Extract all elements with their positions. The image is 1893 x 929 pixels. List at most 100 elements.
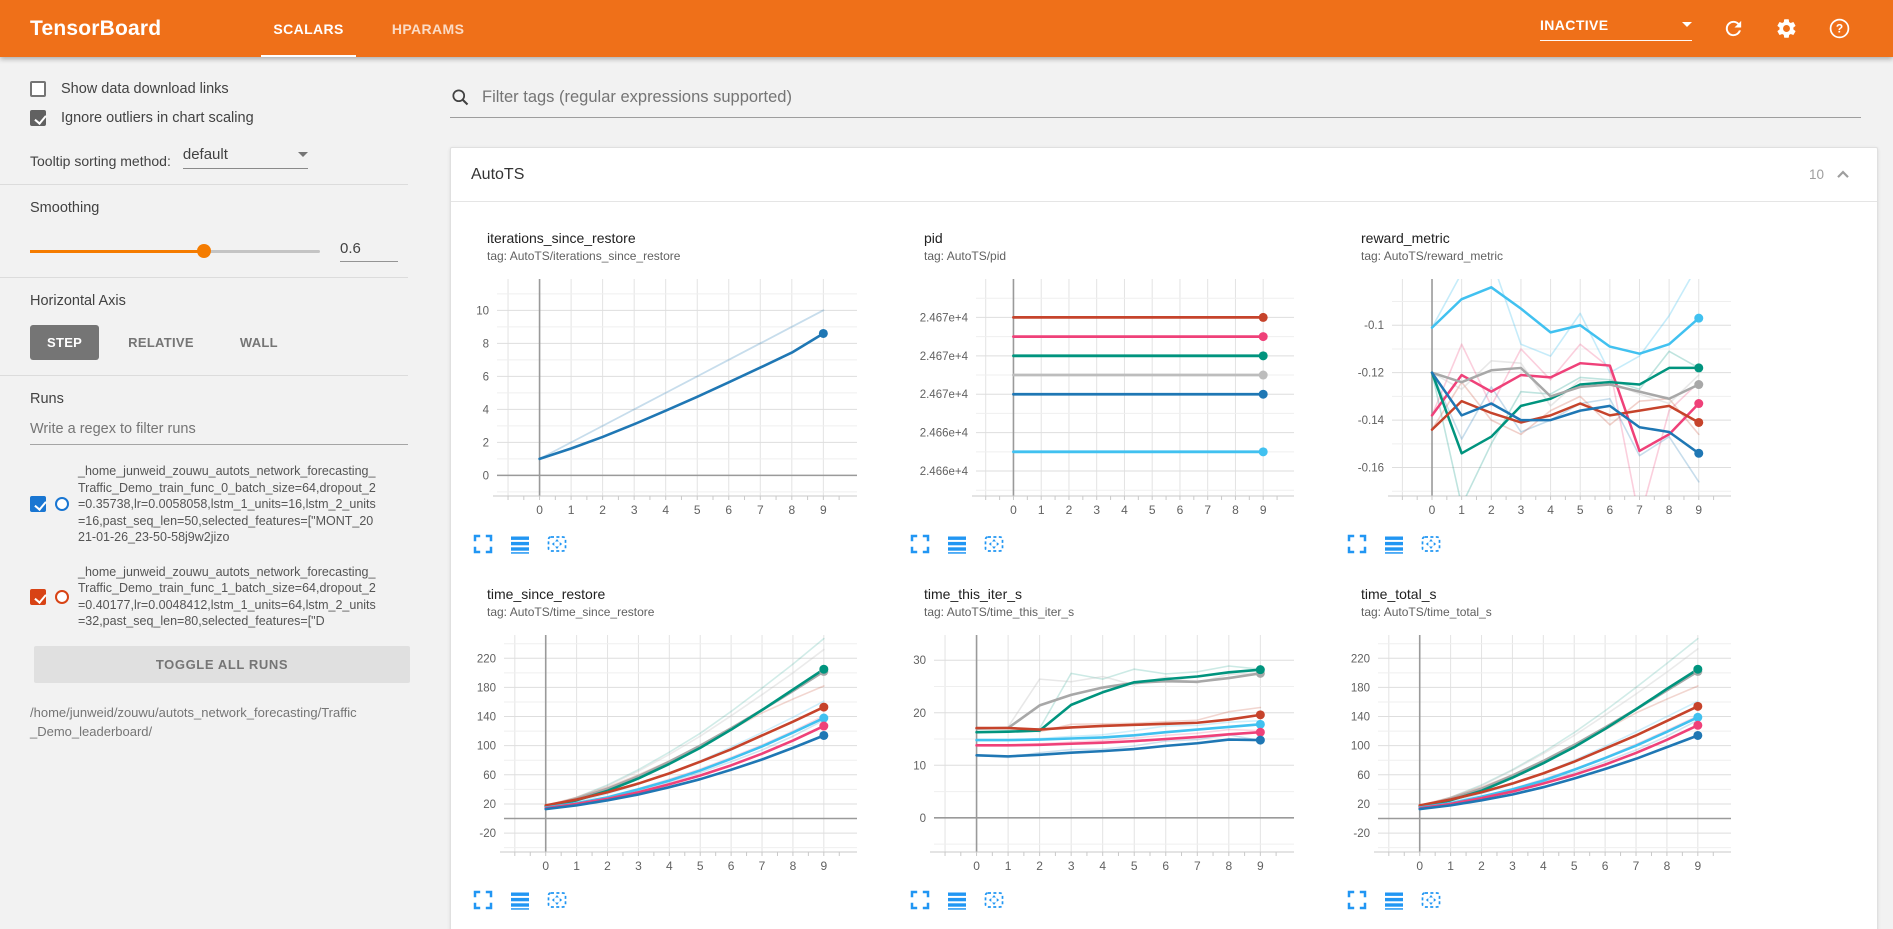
chart-title: iterations_since_restore (487, 230, 636, 246)
line-chart[interactable]: 220 180 140 100 60 20 -20 0 1 2 3 4 5 6 7 8 9 (1341, 629, 1778, 884)
smoothing-slider[interactable] (30, 243, 320, 258)
svg-text:2: 2 (1066, 503, 1073, 517)
tab-scalars[interactable]: SCALARS (261, 0, 355, 57)
show-download-links-checkbox[interactable] (30, 81, 46, 97)
svg-text:0: 0 (973, 859, 980, 873)
svg-text:7: 7 (1633, 859, 1640, 873)
svg-text:2: 2 (599, 503, 606, 517)
svg-text:220: 220 (1351, 653, 1370, 665)
fit-domain-icon[interactable] (545, 888, 569, 912)
data-table-icon[interactable] (1382, 532, 1406, 556)
smoothing-slider-fill (30, 249, 204, 253)
chart-title: time_total_s (1361, 586, 1437, 602)
data-table-icon[interactable] (945, 888, 969, 912)
runs-filter-input[interactable]: Write a regex to filter runs (30, 407, 408, 445)
svg-text:60: 60 (483, 770, 496, 782)
chart-title: time_this_iter_s (924, 586, 1023, 602)
svg-text:3: 3 (1068, 859, 1075, 873)
show-download-links-row: Show data download links (30, 81, 420, 97)
help-icon[interactable]: ? (1828, 17, 1851, 40)
status-dropdown[interactable]: INACTIVE (1540, 17, 1692, 41)
ignore-outliers-checkbox[interactable] (30, 110, 46, 126)
ignore-outliers-row: Ignore outliers in chart scaling (30, 110, 420, 126)
smoothing-slider-handle[interactable] (197, 243, 211, 258)
svg-text:9: 9 (1694, 859, 1701, 873)
data-table-icon[interactable] (945, 532, 969, 556)
svg-text:6: 6 (1607, 503, 1614, 517)
fit-domain-icon[interactable] (1419, 888, 1443, 912)
line-chart[interactable]: 220 180 140 100 60 20 -20 0 1 2 3 4 5 6 7 8 9 (467, 629, 904, 884)
fit-domain-icon[interactable] (982, 888, 1006, 912)
run-radio[interactable] (55, 497, 69, 512)
autots-section-header[interactable]: AutoTS 10 (451, 148, 1877, 202)
svg-text:7: 7 (1194, 859, 1201, 873)
divider (0, 184, 408, 185)
refresh-icon[interactable] (1722, 17, 1745, 40)
svg-text:7: 7 (1636, 503, 1643, 517)
fit-domain-icon[interactable] (545, 532, 569, 556)
chevron-down-icon (297, 152, 308, 157)
svg-text:9: 9 (1257, 859, 1264, 873)
svg-text:2: 2 (483, 437, 489, 449)
run-checkbox[interactable] (30, 588, 46, 605)
fit-domain-icon[interactable] (982, 532, 1006, 556)
fit-domain-icon[interactable] (1419, 532, 1443, 556)
svg-text:9: 9 (820, 503, 827, 517)
run-checkbox[interactable] (30, 496, 46, 513)
svg-text:2.467e+4: 2.467e+4 (920, 312, 969, 324)
svg-text:140: 140 (477, 712, 496, 724)
line-chart[interactable]: 2.467e+4 2.467e+4 2.467e+4 2.466e+4 2.466e+4… (904, 273, 1341, 528)
data-table-icon[interactable] (508, 888, 532, 912)
svg-text:20: 20 (483, 799, 496, 811)
chevron-up-icon[interactable] (1833, 165, 1853, 185)
line-chart[interactable]: -0.1 -0.12 -0.14 -0.16 0 1 2 3 4 5 6 7 8 9 (1341, 273, 1778, 528)
smoothing-row: 0.6 (30, 240, 420, 262)
chart-tag: tag: AutoTS/time_this_iter_s (924, 605, 1075, 619)
svg-text:-0.16: -0.16 (1358, 463, 1384, 475)
run-name: _home_junweid_zouwu_autots_network_forec… (78, 564, 376, 629)
svg-text:0: 0 (1416, 859, 1423, 873)
svg-text:9: 9 (1260, 503, 1267, 517)
data-table-icon[interactable] (1382, 888, 1406, 912)
expand-icon[interactable] (1345, 532, 1369, 556)
svg-text:6: 6 (1602, 859, 1609, 873)
settings-gear-icon[interactable] (1775, 17, 1798, 40)
tag-filter-bar[interactable]: Filter tags (regular expressions support… (450, 87, 1861, 118)
tab-hparams[interactable]: HPARAMS (391, 20, 465, 37)
line-chart[interactable]: 10 8 6 4 2 0 0 1 2 3 4 5 6 7 8 9 (467, 273, 904, 528)
expand-icon[interactable] (471, 532, 495, 556)
svg-text:3: 3 (631, 503, 638, 517)
svg-text:3: 3 (1518, 503, 1525, 517)
svg-text:8: 8 (1664, 859, 1671, 873)
svg-text:4: 4 (1121, 503, 1128, 517)
svg-text:10: 10 (476, 305, 489, 317)
svg-text:0: 0 (920, 813, 926, 825)
data-table-icon[interactable] (508, 532, 532, 556)
svg-text:100: 100 (1351, 741, 1370, 753)
expand-icon[interactable] (908, 532, 932, 556)
axis-relative-button[interactable]: RELATIVE (128, 335, 194, 350)
tag-filter-placeholder: Filter tags (regular expressions support… (482, 88, 792, 106)
expand-icon[interactable] (1345, 888, 1369, 912)
svg-text:0: 0 (536, 503, 543, 517)
settings-sidebar: Show data download links Ignore outliers… (0, 57, 420, 929)
tooltip-sorting-select[interactable]: default (182, 146, 308, 169)
svg-text:-0.1: -0.1 (1364, 320, 1384, 332)
smoothing-value-input[interactable]: 0.6 (340, 240, 398, 262)
svg-text:2.467e+4: 2.467e+4 (920, 389, 969, 401)
svg-text:0: 0 (483, 470, 489, 482)
axis-wall-button[interactable]: WALL (239, 335, 278, 350)
axis-step-button[interactable]: STEP (30, 325, 100, 360)
chart-actions (908, 888, 1341, 912)
chart-card: time_since_restore tag: AutoTS/time_since… (467, 586, 904, 912)
toggle-all-runs-button[interactable]: TOGGLE ALL RUNS (34, 645, 410, 683)
svg-text:8: 8 (1232, 503, 1239, 517)
expand-icon[interactable] (471, 888, 495, 912)
expand-icon[interactable] (908, 888, 932, 912)
line-chart[interactable]: 30 20 10 0 0 1 2 3 4 5 6 7 8 9 (904, 629, 1341, 884)
svg-text:2.467e+4: 2.467e+4 (920, 351, 969, 363)
status-dropdown-value: INACTIVE (1540, 16, 1609, 33)
run-radio[interactable] (55, 589, 69, 604)
chart-title: time_since_restore (487, 586, 606, 602)
svg-text:20: 20 (1357, 799, 1370, 811)
